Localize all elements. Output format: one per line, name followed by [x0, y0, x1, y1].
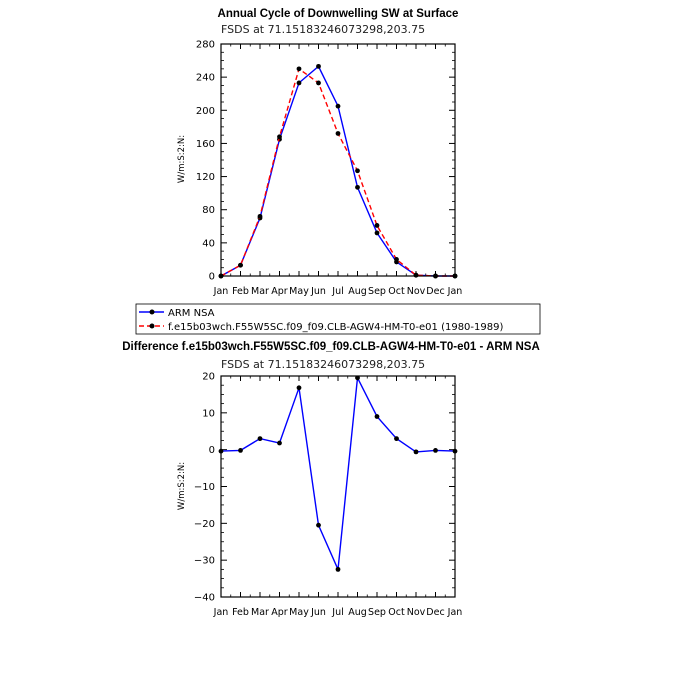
data-point — [355, 184, 360, 190]
x-tick-label: Jan — [213, 607, 229, 618]
data-point — [277, 440, 282, 446]
data-point — [316, 63, 321, 69]
y-axis-label: W/m:S:2:N: — [177, 462, 187, 510]
data-point — [374, 414, 380, 419]
data-point — [394, 257, 399, 262]
data-point — [316, 522, 321, 528]
data-point — [335, 566, 341, 572]
x-tick-label: Jun — [310, 286, 326, 297]
x-tick-label: Jul — [331, 607, 343, 618]
x-tick-label: Sep — [368, 607, 386, 618]
tick-labels: Jan Feb Mar Apr May Jun Jul Aug Sep Oct Nov Dec Jan−… — [194, 372, 462, 619]
y-tick-label: 240 — [196, 73, 215, 84]
x-tick-label: Jun — [310, 607, 326, 618]
data-point — [413, 449, 419, 455]
y-tick-label: −30 — [194, 556, 215, 567]
x-tick-label: Feb — [232, 286, 249, 297]
x-tick-label: Aug — [348, 607, 367, 618]
x-tick-label: Dec — [426, 607, 444, 618]
y-tick-label: 40 — [202, 238, 215, 249]
data-point — [316, 80, 321, 86]
x-tick-label: Oct — [388, 607, 405, 618]
legend-label-arm: ARM NSA — [168, 308, 215, 319]
y-tick-label: 0 — [209, 445, 215, 456]
y-tick-label: 280 — [196, 40, 215, 51]
x-tick-label: Jan — [447, 607, 463, 618]
series-lines — [218, 63, 458, 279]
data-point — [374, 230, 380, 236]
y-tick-label: 80 — [202, 205, 215, 216]
y-tick-label: −20 — [194, 519, 215, 530]
data-point — [296, 80, 302, 86]
y-tick-label: 200 — [196, 106, 215, 117]
y-tick-label: −40 — [194, 593, 215, 604]
data-point — [355, 168, 360, 174]
x-tick-label: Jan — [213, 286, 229, 297]
data-point — [335, 103, 341, 109]
chart-title: Difference f.e15b03wch.F55W5SC.f09_f09.C… — [122, 341, 540, 353]
x-tick-label: Nov — [407, 286, 426, 297]
chart-subtitle: FSDS at 71.15183246073298,203.75 — [221, 23, 425, 36]
data-point — [296, 385, 302, 391]
difference-chart: Difference f.e15b03wch.F55W5SC.f09_f09.C… — [122, 341, 540, 618]
x-tick-label: Aug — [348, 286, 367, 297]
data-point — [257, 213, 263, 219]
chart-title: Annual Cycle of Downwelling SW at Surfac… — [218, 8, 459, 20]
x-tick-label: Mar — [251, 286, 269, 297]
legend-marker-arm — [149, 309, 155, 315]
data-point — [394, 436, 399, 442]
data-point — [413, 272, 419, 278]
x-tick-label: Apr — [271, 286, 288, 297]
y-tick-label: 0 — [209, 272, 215, 283]
legend-box — [135, 303, 541, 335]
data-point — [296, 66, 302, 72]
legend-label-model: f.e15b03wch.F55W5SC.f09_f09.CLB-AGW4-HM-… — [168, 322, 503, 333]
x-tick-label: Sep — [368, 286, 386, 297]
x-tick-label: Mar — [251, 607, 269, 618]
x-tick-label: Dec — [426, 286, 444, 297]
data-point — [355, 375, 360, 381]
legend-marker-model — [149, 323, 155, 329]
data-point — [433, 448, 438, 453]
y-axis-label: W/m:S:2:N: — [177, 135, 187, 183]
data-point — [257, 436, 263, 442]
x-tick-label: Jan — [447, 286, 463, 297]
legend: ARM NSA f.e15b03wch.F55W5SC.f09_f09.CLB-… — [135, 303, 541, 335]
data-point — [335, 131, 341, 136]
chart-subtitle: FSDS at 71.15183246073298,203.75 — [221, 358, 425, 371]
x-tick-label: May — [289, 607, 309, 618]
series-line-0 — [220, 65, 455, 277]
y-tick-label: 120 — [196, 172, 215, 183]
series-line-1 — [220, 67, 455, 277]
axis-ticks — [220, 43, 456, 277]
x-tick-label: Oct — [388, 286, 405, 297]
y-tick-label: 20 — [202, 372, 215, 383]
x-tick-label: Apr — [271, 607, 288, 618]
x-tick-label: Feb — [232, 607, 249, 618]
y-tick-label: −10 — [194, 482, 215, 493]
data-point — [277, 134, 282, 140]
x-tick-label: Jul — [331, 286, 343, 297]
plot-frame — [220, 375, 456, 598]
x-tick-label: May — [289, 286, 309, 297]
data-point — [238, 448, 243, 453]
x-tick-label: Nov — [407, 607, 426, 618]
series-line-0 — [220, 375, 456, 573]
series-lines — [218, 375, 458, 573]
y-tick-label: 10 — [202, 408, 215, 419]
annual-cycle-chart: Annual Cycle of Downwelling SW at Surfac… — [177, 8, 462, 297]
data-point — [374, 223, 380, 228]
tick-labels: Jan Feb Mar Apr May Jun Jul Aug Sep Oct Nov Dec Jan0… — [196, 40, 462, 298]
y-tick-label: 160 — [196, 139, 215, 150]
data-point — [238, 262, 243, 268]
plot-frame — [220, 43, 456, 277]
